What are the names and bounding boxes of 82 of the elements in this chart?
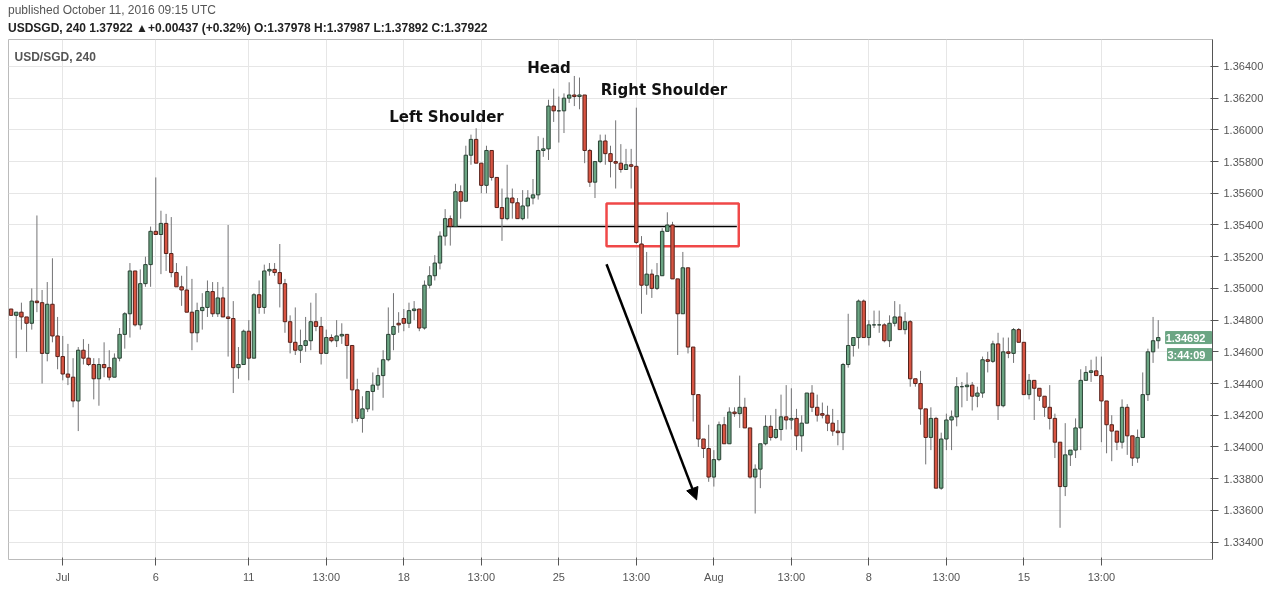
- x-tick-label: 13:00: [777, 570, 806, 583]
- x-tick-label: 13:00: [932, 570, 961, 583]
- candlestick: [644, 251, 649, 296]
- annotation: 3:44:09: [1167, 348, 1206, 361]
- candlestick: [649, 268, 655, 299]
- chart-subtitle: USDSGD, 240 1.37922 ▲+0.00437 (+0.32%) O:1.37978 H:1.37987 L:1.37892 C:1.37922: [8, 20, 488, 37]
- candlestick: [783, 384, 789, 430]
- annotation: Left Shoulder: [389, 108, 505, 127]
- y-tick-label: 1.33400: [1223, 536, 1264, 549]
- y-tick-label: 1.36000: [1223, 123, 1264, 136]
- candlestick: [902, 311, 908, 335]
- candlestick: [158, 210, 164, 275]
- candlestick: [551, 88, 556, 123]
- candlestick: [458, 184, 463, 220]
- x-tick-label: 13:00: [467, 570, 496, 583]
- candlestick: [96, 357, 102, 407]
- x-tick-label: 13:00: [1087, 570, 1116, 583]
- x-tick-label: 13:00: [622, 570, 651, 583]
- y-tick-label: 1.36400: [1223, 60, 1264, 73]
- candlestick: [215, 281, 220, 318]
- candlestick: [928, 406, 934, 451]
- y-tick-label: 1.34600: [1223, 345, 1264, 358]
- candlestick: [572, 75, 577, 107]
- candlestick: [417, 308, 422, 332]
- candlestick: [794, 408, 799, 451]
- candlestick: [1006, 337, 1011, 359]
- candlestick: [721, 416, 727, 445]
- x-tick-label: 18: [397, 570, 410, 583]
- candlestick: [882, 322, 887, 343]
- y-tick-label: 1.35200: [1223, 250, 1264, 263]
- candlestick: [737, 375, 742, 429]
- x-tick-label: 25: [552, 570, 565, 583]
- y-tick-label: 1.34000: [1223, 440, 1264, 453]
- candlestick: [1026, 373, 1032, 400]
- y-tick-label: 1.34800: [1223, 314, 1264, 327]
- x-tick-label: 13:00: [312, 570, 341, 583]
- candlestick: [773, 408, 779, 440]
- candlestick: [1011, 327, 1016, 364]
- y-tick-label: 1.35000: [1223, 282, 1264, 295]
- candlestick: [210, 281, 215, 318]
- candlestick: [504, 164, 510, 221]
- x-tick-label: 6: [152, 570, 159, 583]
- candlestick: [29, 287, 34, 331]
- candlestick: [324, 329, 329, 354]
- candlestick: [964, 371, 970, 402]
- candlestick: [990, 340, 996, 364]
- candlestick: [768, 414, 773, 442]
- candlestick: [411, 300, 417, 321]
- candlestick: [577, 77, 582, 110]
- candlestick: [897, 303, 903, 331]
- candlestick: [789, 387, 794, 430]
- candlestick: [406, 302, 412, 329]
- y-tick-label: 1.36200: [1223, 92, 1264, 105]
- candlestick: [778, 394, 784, 442]
- candlestick: [985, 351, 990, 373]
- y-tick-label: 1.35600: [1223, 187, 1264, 200]
- y-tick-label: 1.33600: [1223, 504, 1264, 517]
- candlestick: [1088, 359, 1094, 383]
- candlestick: [970, 381, 975, 411]
- x-tick-label: 11: [243, 570, 255, 583]
- annotation: 1.34692: [1165, 331, 1206, 344]
- y-tick-label: 1.35400: [1223, 218, 1264, 231]
- annotation: Head: [527, 59, 571, 78]
- annotation: Right Shoulder: [600, 81, 728, 100]
- x-tick-label: 15: [1017, 570, 1031, 583]
- candlestick: [70, 357, 76, 408]
- y-tick-label: 1.35800: [1223, 155, 1264, 168]
- y-tick-label: 1.34400: [1223, 377, 1264, 390]
- annotation: USD/SGD, 240: [14, 49, 97, 64]
- candlestick: [153, 176, 158, 235]
- candlestick: [623, 148, 629, 170]
- y-tick-label: 1.33800: [1223, 472, 1264, 485]
- x-tick-label: Jul: [55, 570, 70, 583]
- chart-title: published October 11, 2016 09:15 UTC: [8, 2, 216, 19]
- candlestick: [14, 311, 19, 359]
- x-tick-label: Aug: [704, 570, 724, 583]
- candlestick: [220, 286, 226, 318]
- x-tick-label: 8: [865, 570, 872, 583]
- candlestick: [448, 214, 453, 247]
- y-tick-label: 1.34200: [1223, 409, 1264, 422]
- candlestick: [866, 319, 872, 346]
- candlestick: [256, 279, 262, 315]
